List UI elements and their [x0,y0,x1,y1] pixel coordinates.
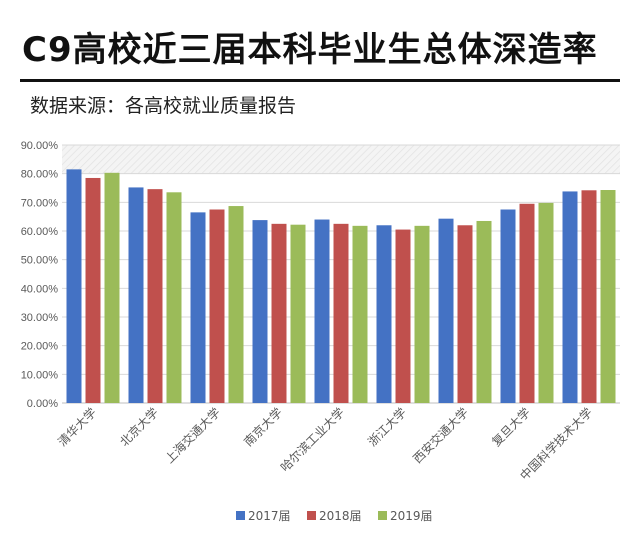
x-tick-label: 北京大学 [117,405,162,450]
bar-2019届-复旦大学 [538,202,554,403]
bar-2019届-西安交通大学 [476,220,492,403]
bar-2019届-上海交通大学 [228,206,244,403]
y-tick-label: 30.00% [21,312,59,324]
x-tick-label: 浙江大学 [365,405,410,450]
legend-label: 2018届 [319,509,362,523]
legend-item: 2017届 [236,509,291,523]
x-tick-label: 西安交通大学 [410,405,472,467]
y-tick-label: 20.00% [21,341,59,353]
legend-item: 2019届 [378,509,433,523]
bar-2017届-中国科学技术大学 [562,191,578,403]
bar-2018届-复旦大学 [519,203,535,403]
bar-2019届-哈尔滨工业大学 [352,225,368,403]
bar-2017届-上海交通大学 [190,212,206,403]
legend-swatch [307,511,316,520]
bar-2017届-西安交通大学 [438,218,454,403]
bar-2019届-浙江大学 [414,225,430,403]
x-tick-label: 哈尔滨工业大学 [277,405,347,475]
bar-2018届-哈尔滨工业大学 [333,223,349,403]
x-tick-label: 复旦大学 [489,405,534,450]
legend-swatch [236,511,245,520]
y-tick-label: 70.00% [21,197,59,209]
legend-label: 2017届 [248,509,291,523]
data-source: 数据来源：各高校就业质量报告 [30,95,297,117]
bar-2019届-南京大学 [290,224,306,403]
title-divider [20,79,620,82]
bar-2018届-清华大学 [85,177,101,403]
bar-2017届-哈尔滨工业大学 [314,219,330,403]
bar-2019届-北京大学 [166,192,182,403]
y-tick-label: 0.00% [27,398,58,410]
legend-label: 2019届 [390,509,433,523]
bar-2018届-西安交通大学 [457,225,473,403]
page-title: C9高校近三届本科毕业生总体深造率 [22,30,598,70]
bar-2019届-中国科学技术大学 [600,190,616,403]
y-tick-label: 90.00% [21,140,59,152]
bar-2018届-浙江大学 [395,229,411,403]
bar-2018届-上海交通大学 [209,209,225,403]
y-tick-label: 10.00% [21,369,59,381]
y-tick-label: 50.00% [21,255,59,267]
x-tick-label: 上海交通大学 [162,405,224,467]
bar-2017届-清华大学 [66,169,82,403]
y-tick-label: 40.00% [21,283,59,295]
bar-2017届-浙江大学 [376,225,392,403]
legend-item: 2018届 [307,509,362,523]
bar-2017届-北京大学 [128,187,144,403]
bar-2018届-北京大学 [147,189,163,403]
y-tick-label: 60.00% [21,226,59,238]
plot-top-band [62,145,620,174]
y-tick-label: 80.00% [21,169,59,181]
bar-2019届-清华大学 [104,172,120,403]
bar-2017届-复旦大学 [500,209,516,403]
x-tick-label: 南京大学 [241,405,286,450]
bar-2017届-南京大学 [252,220,268,403]
bar-2018届-南京大学 [271,223,287,403]
x-tick-label: 清华大学 [55,405,100,450]
legend-swatch [378,511,387,520]
bar-2018届-中国科学技术大学 [581,190,597,403]
